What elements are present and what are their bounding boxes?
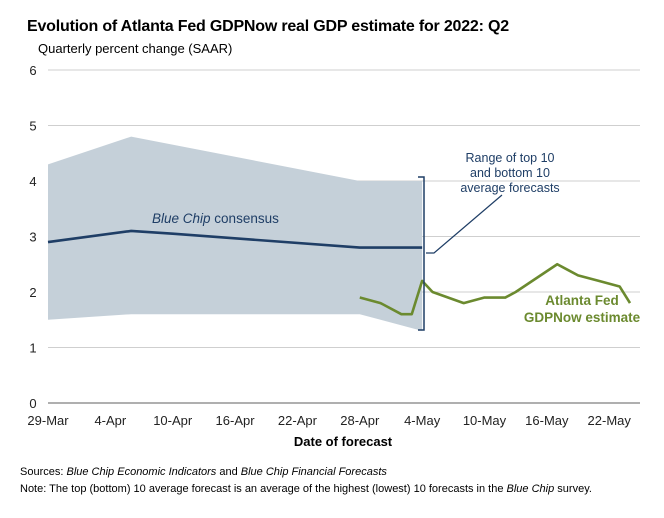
gdpnow-line (359, 262, 632, 316)
gdpnow-label-line2: GDPNow estimate (524, 310, 641, 325)
range-bracket (418, 176, 425, 331)
chart-title: Evolution of Atlanta Fed GDPNow real GDP… (27, 18, 509, 35)
x-tick-label: 4-May (404, 413, 441, 428)
sources-footnote: Sources: Blue Chip Economic Indicators a… (20, 466, 387, 478)
note-italic: Blue Chip (506, 483, 555, 495)
sources-label: Sources: (20, 466, 64, 478)
y-tick-label: 5 (29, 119, 36, 134)
x-tick-label: 29-Mar (27, 413, 69, 428)
range-band (48, 136, 423, 331)
range-annotation: Range of top 10 and bottom 10 average fo… (418, 151, 560, 331)
consensus-label-italic: Blue Chip (152, 211, 211, 226)
x-tick-label: 10-May (463, 413, 507, 428)
sources-and: and (216, 466, 241, 478)
y-tick-label: 0 (29, 396, 36, 411)
sources-publication-2: Blue Chip Financial Forecasts (240, 466, 387, 478)
y-tick-label: 2 (29, 285, 36, 300)
range-label-line2: and bottom 10 (470, 166, 550, 180)
note-label: Note (20, 483, 44, 495)
x-tick-label: 4-Apr (94, 413, 126, 428)
x-tick-label: 22-May (588, 413, 632, 428)
range-label-line1: Range of top 10 (466, 151, 555, 165)
x-axis-label: Date of forecast (294, 434, 393, 449)
range-pointer-line (426, 194, 503, 254)
tick-layer: 0 1 2 3 4 5 6 29-Mar 4-Apr 10-Apr 16-Apr 22-Apr 28-A… (27, 63, 631, 428)
x-tick-label: 16-May (525, 413, 569, 428)
x-tick-label: 28-Apr (340, 413, 380, 428)
y-tick-label: 1 (29, 341, 36, 356)
sources-publication-1: Blue Chip Economic Indicators (66, 466, 217, 478)
x-tick-label: 22-Apr (278, 413, 318, 428)
note-end: survey. (554, 483, 592, 495)
y-tick-label: 4 (29, 174, 36, 189)
series-layer (47, 229, 632, 316)
note-footnote: Note: The top (bottom) 10 average foreca… (20, 483, 592, 495)
consensus-label-rest: consensus (211, 211, 280, 226)
y-tick-label: 6 (29, 63, 36, 78)
range-label-line3: average forecasts (460, 181, 559, 195)
note-text: : The top (bottom) 10 average forecast i… (43, 483, 507, 495)
range-band-layer (48, 136, 423, 331)
chart-subtitle: Quarterly percent change (SAAR) (38, 41, 233, 56)
x-tick-label: 16-Apr (216, 413, 256, 428)
x-tick-label: 10-Apr (153, 413, 193, 428)
consensus-line (47, 229, 423, 249)
gdpnow-label-line1: Atlanta Fed (545, 293, 619, 308)
y-tick-label: 3 (29, 230, 36, 245)
consensus-label: Blue Chip consensus (152, 211, 279, 226)
